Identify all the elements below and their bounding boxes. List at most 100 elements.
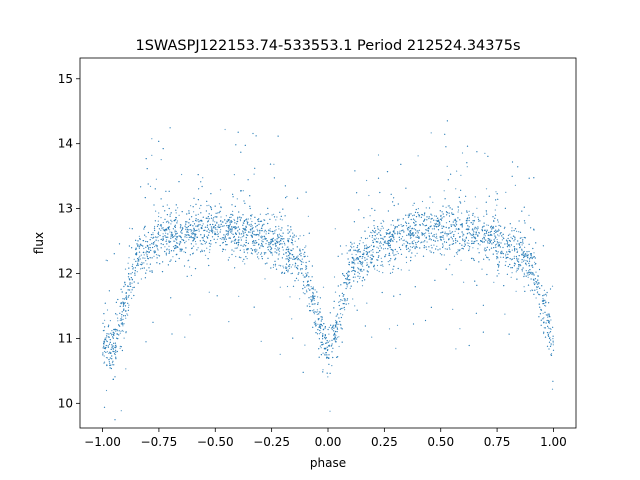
data-point bbox=[549, 316, 551, 318]
data-point bbox=[454, 218, 456, 220]
data-point bbox=[353, 242, 355, 244]
data-point bbox=[258, 238, 260, 241]
data-point bbox=[243, 251, 245, 253]
data-point bbox=[269, 246, 271, 248]
data-point bbox=[424, 218, 426, 220]
data-point bbox=[346, 299, 348, 301]
data-point bbox=[324, 335, 326, 337]
data-point bbox=[540, 309, 543, 311]
data-point bbox=[524, 237, 527, 239]
data-point bbox=[455, 239, 457, 242]
data-point bbox=[283, 240, 285, 243]
data-point bbox=[188, 236, 190, 238]
data-point bbox=[537, 275, 539, 277]
data-point bbox=[528, 270, 530, 272]
data-point bbox=[172, 246, 175, 248]
data-point bbox=[311, 288, 313, 290]
data-point bbox=[103, 350, 106, 353]
data-point bbox=[519, 237, 522, 239]
data-point bbox=[189, 314, 191, 316]
data-point bbox=[104, 337, 106, 339]
data-point bbox=[448, 205, 450, 207]
data-point bbox=[140, 278, 142, 280]
data-point bbox=[261, 244, 263, 246]
data-point bbox=[178, 214, 180, 216]
data-point bbox=[334, 326, 337, 328]
data-point bbox=[413, 240, 415, 242]
data-point bbox=[202, 243, 204, 245]
data-point bbox=[537, 283, 539, 285]
data-point bbox=[346, 252, 348, 254]
data-point bbox=[261, 242, 263, 245]
data-point bbox=[527, 276, 529, 278]
data-point bbox=[179, 248, 181, 250]
data-point bbox=[230, 216, 232, 218]
data-point bbox=[222, 241, 224, 244]
data-point bbox=[406, 234, 408, 236]
data-point bbox=[257, 219, 259, 221]
data-point bbox=[194, 234, 196, 236]
data-point bbox=[166, 249, 168, 251]
data-point bbox=[457, 211, 459, 213]
data-point bbox=[376, 251, 378, 254]
data-point bbox=[206, 200, 208, 202]
data-point bbox=[528, 250, 530, 253]
data-point bbox=[296, 256, 298, 258]
data-point bbox=[186, 213, 188, 215]
data-point bbox=[376, 269, 378, 271]
data-point bbox=[473, 219, 476, 222]
data-point bbox=[188, 222, 190, 224]
data-point bbox=[209, 230, 211, 232]
data-point bbox=[305, 272, 307, 274]
data-point bbox=[538, 303, 540, 305]
data-point bbox=[533, 256, 535, 258]
data-point bbox=[484, 229, 486, 231]
data-point bbox=[410, 237, 412, 239]
data-point bbox=[253, 306, 255, 308]
data-point bbox=[180, 248, 182, 250]
data-point bbox=[376, 259, 378, 261]
data-point bbox=[264, 263, 266, 265]
data-point bbox=[532, 289, 534, 292]
data-point bbox=[133, 281, 135, 283]
data-point bbox=[129, 279, 131, 281]
data-point bbox=[159, 234, 161, 237]
data-point bbox=[348, 250, 350, 252]
data-point bbox=[245, 237, 247, 239]
data-point bbox=[268, 232, 270, 234]
data-point bbox=[107, 346, 109, 348]
data-point bbox=[292, 232, 294, 234]
data-point bbox=[160, 238, 162, 241]
data-point bbox=[226, 220, 228, 222]
data-point bbox=[519, 264, 521, 266]
data-point bbox=[351, 261, 353, 263]
data-point bbox=[487, 224, 489, 226]
data-point bbox=[318, 348, 320, 350]
data-point bbox=[498, 243, 500, 246]
data-point bbox=[465, 222, 467, 224]
data-point bbox=[190, 205, 192, 207]
data-point bbox=[213, 227, 215, 229]
data-point bbox=[220, 216, 222, 218]
data-point bbox=[104, 326, 106, 328]
data-point bbox=[418, 236, 420, 238]
data-point bbox=[375, 237, 377, 239]
data-point bbox=[452, 308, 454, 310]
data-point bbox=[206, 247, 208, 249]
data-point bbox=[131, 271, 133, 274]
data-point bbox=[547, 325, 549, 327]
data-point bbox=[261, 229, 263, 232]
data-point bbox=[455, 228, 457, 230]
data-point bbox=[338, 336, 340, 338]
data-point bbox=[278, 228, 280, 230]
data-point bbox=[216, 229, 218, 231]
data-point bbox=[275, 268, 278, 270]
data-point bbox=[126, 285, 129, 287]
data-point bbox=[238, 228, 241, 230]
data-point bbox=[120, 330, 122, 332]
data-point bbox=[457, 251, 459, 253]
data-point bbox=[470, 222, 472, 224]
data-point bbox=[376, 264, 379, 267]
data-point bbox=[203, 240, 206, 242]
data-point bbox=[446, 120, 448, 122]
